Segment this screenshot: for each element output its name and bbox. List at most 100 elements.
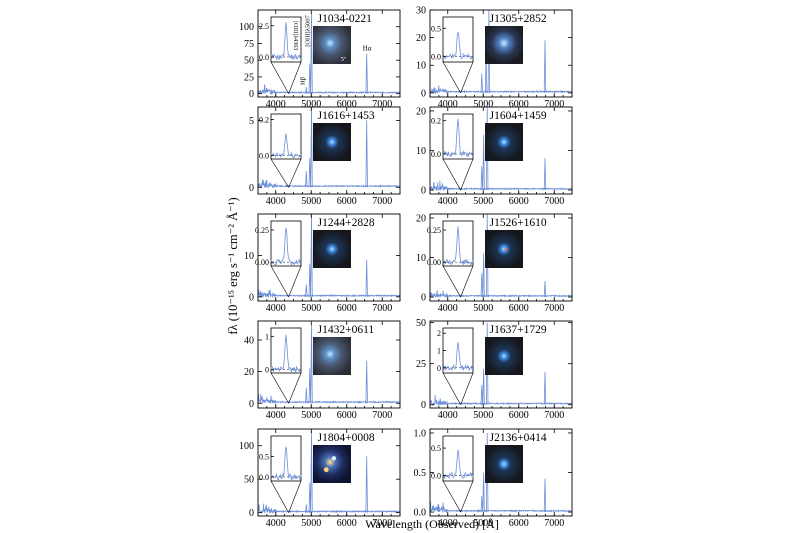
spectrum-continuum [257,289,401,299]
inset-y-tick-label: 0.0 [259,53,269,62]
galaxy-image [313,337,351,375]
inset-spectrum [442,342,474,372]
x-tick-label: 6000 [509,518,529,529]
inset-y-tick-label: 0.00 [255,258,269,267]
galaxy-image [313,26,351,64]
emission-line [305,284,308,297]
inset-y-tick-label: 0 [265,366,269,375]
spectrum-panel: 4000 5000 6000 7000 0 25 50 J1637+1729 0 1 2 [416,318,573,421]
galaxy-knot [331,456,337,461]
emission-line [310,213,313,297]
y-tick-label: 20 [416,106,426,117]
emission-line [543,281,547,298]
inset-y-tick-label: 0.2 [431,117,441,126]
y-tick-label: 0 [249,183,254,194]
x-tick-label: 7000 [372,99,392,110]
x-tick-label: 6000 [337,410,357,421]
emission-line [482,368,485,405]
inset-spectrum [270,227,302,266]
y-tick-label: 0 [249,89,254,100]
inset-y-tick-label: 2.5 [259,22,269,31]
y-tick-label: 5 [249,116,254,127]
y-tick-label: 0 [249,292,254,303]
inset-y-tick-label: 0.5 [259,452,269,461]
x-tick-label: 5000 [473,410,493,421]
emission-line [308,482,311,513]
x-tick-label: 6000 [509,196,529,207]
y-tick-label: 0 [421,186,426,197]
y-tick-label: 20 [244,367,254,378]
emission-line [308,157,311,188]
inset-frame [270,220,302,267]
inset-frame [270,435,302,482]
zoom-connector [288,480,302,513]
x-tick-label: 6000 [337,518,357,529]
emission-line [305,171,308,188]
panel-title: J1034-0221 [318,13,373,25]
panel-title: J1305+2852 [490,13,547,25]
emission-line [480,273,483,298]
x-tick-label: 5000 [301,303,321,314]
inset-y-tick-label: 0 [437,364,441,373]
line-label-halpha: Hα [363,45,372,53]
panel-title: J1432+0611 [318,324,375,336]
y-tick-label: 0 [421,88,426,99]
spectrum-panel: 4000 5000 6000 7000 0 10 J1244+2828 0.00 0.25 [244,213,401,314]
spectrum-continuum [257,503,401,514]
panel-grid: 4000 5000 6000 70000255075100J1034-02215″0.… [239,6,573,529]
y-tick-label: 10 [416,61,426,72]
emission-line [365,53,368,94]
inset-spectrum [270,22,302,61]
x-tick-label: 4000 [266,410,286,421]
inset-frame [442,435,474,482]
spectrum-panel: 4000 5000 6000 7000 0 5 J1616+1453 0.0 0.2 [249,106,401,207]
x-tick-label: 5000 [473,518,493,529]
galaxy-image [485,445,523,483]
zoom-connector [288,61,302,94]
spectrum-panel: 4000 5000 6000 7000 0 10 20 J1526+1610 0.00 0.25 [416,213,573,314]
inset-y-tick-label: 0.0 [431,150,441,159]
x-tick-label: 5000 [301,518,321,529]
x-tick-label: 4000 [438,196,458,207]
x-tick-label: 6000 [337,196,357,207]
panel-title: J1244+2828 [318,217,375,229]
zoom-connector [442,372,461,405]
zoom-connector [288,372,302,404]
spectrum-panel: 4000 5000 6000 7000 0.0 0.5 1.0 J2136+0414 0.0 0.… [414,428,573,529]
emission-line [305,504,308,513]
x-tick-label: 4000 [438,518,458,529]
x-tick-label: 4000 [266,303,286,314]
scale-label: 5″ [341,57,347,63]
y-tick-label: 100 [239,441,254,452]
x-tick-label: 4000 [438,99,458,110]
inset-y-tick-label: 0.0 [431,52,441,61]
panel-title: J2136+0414 [490,432,547,444]
x-tick-label: 6000 [509,410,529,421]
panel-title: J1526+1610 [490,217,547,229]
x-tick-label: 7000 [372,518,392,529]
spectrum-panel: 4000 5000 6000 7000 0 50 100 J1804+0008 0.0 0.5 [239,428,401,529]
y-tick-label: 0.5 [414,468,427,479]
y-tick-label: 25 [244,72,254,83]
spectrum-panel: 4000 5000 6000 7000 0 20 40 J1432+0611 0 1 [244,320,401,421]
figure-ylabel: fλ (10⁻¹⁵ erg s⁻¹ cm⁻² Å⁻¹) [226,197,240,334]
zoom-connector [270,61,289,94]
inset-y-tick-label: 0.00 [427,258,441,267]
zoom-connector [442,265,461,298]
y-tick-label: 50 [244,475,254,486]
inset-y-tick-label: 2 [437,329,441,338]
emission-line [308,63,311,94]
x-tick-label: 5000 [301,410,321,421]
x-tick-label: 7000 [544,196,564,207]
x-tick-label: 6000 [509,303,529,314]
galaxy-knot [323,467,329,473]
zoom-connector [288,265,302,297]
y-tick-label: 20 [416,213,426,224]
y-tick-label: 10 [244,251,254,262]
x-tick-label: 5000 [473,196,493,207]
spectrum-panel: 4000 5000 6000 7000 0 10 20 J1604+1459 0.0 0.2 [416,106,573,207]
x-tick-label: 5000 [301,196,321,207]
emission-line [480,166,483,191]
inset-spectrum [442,449,474,480]
